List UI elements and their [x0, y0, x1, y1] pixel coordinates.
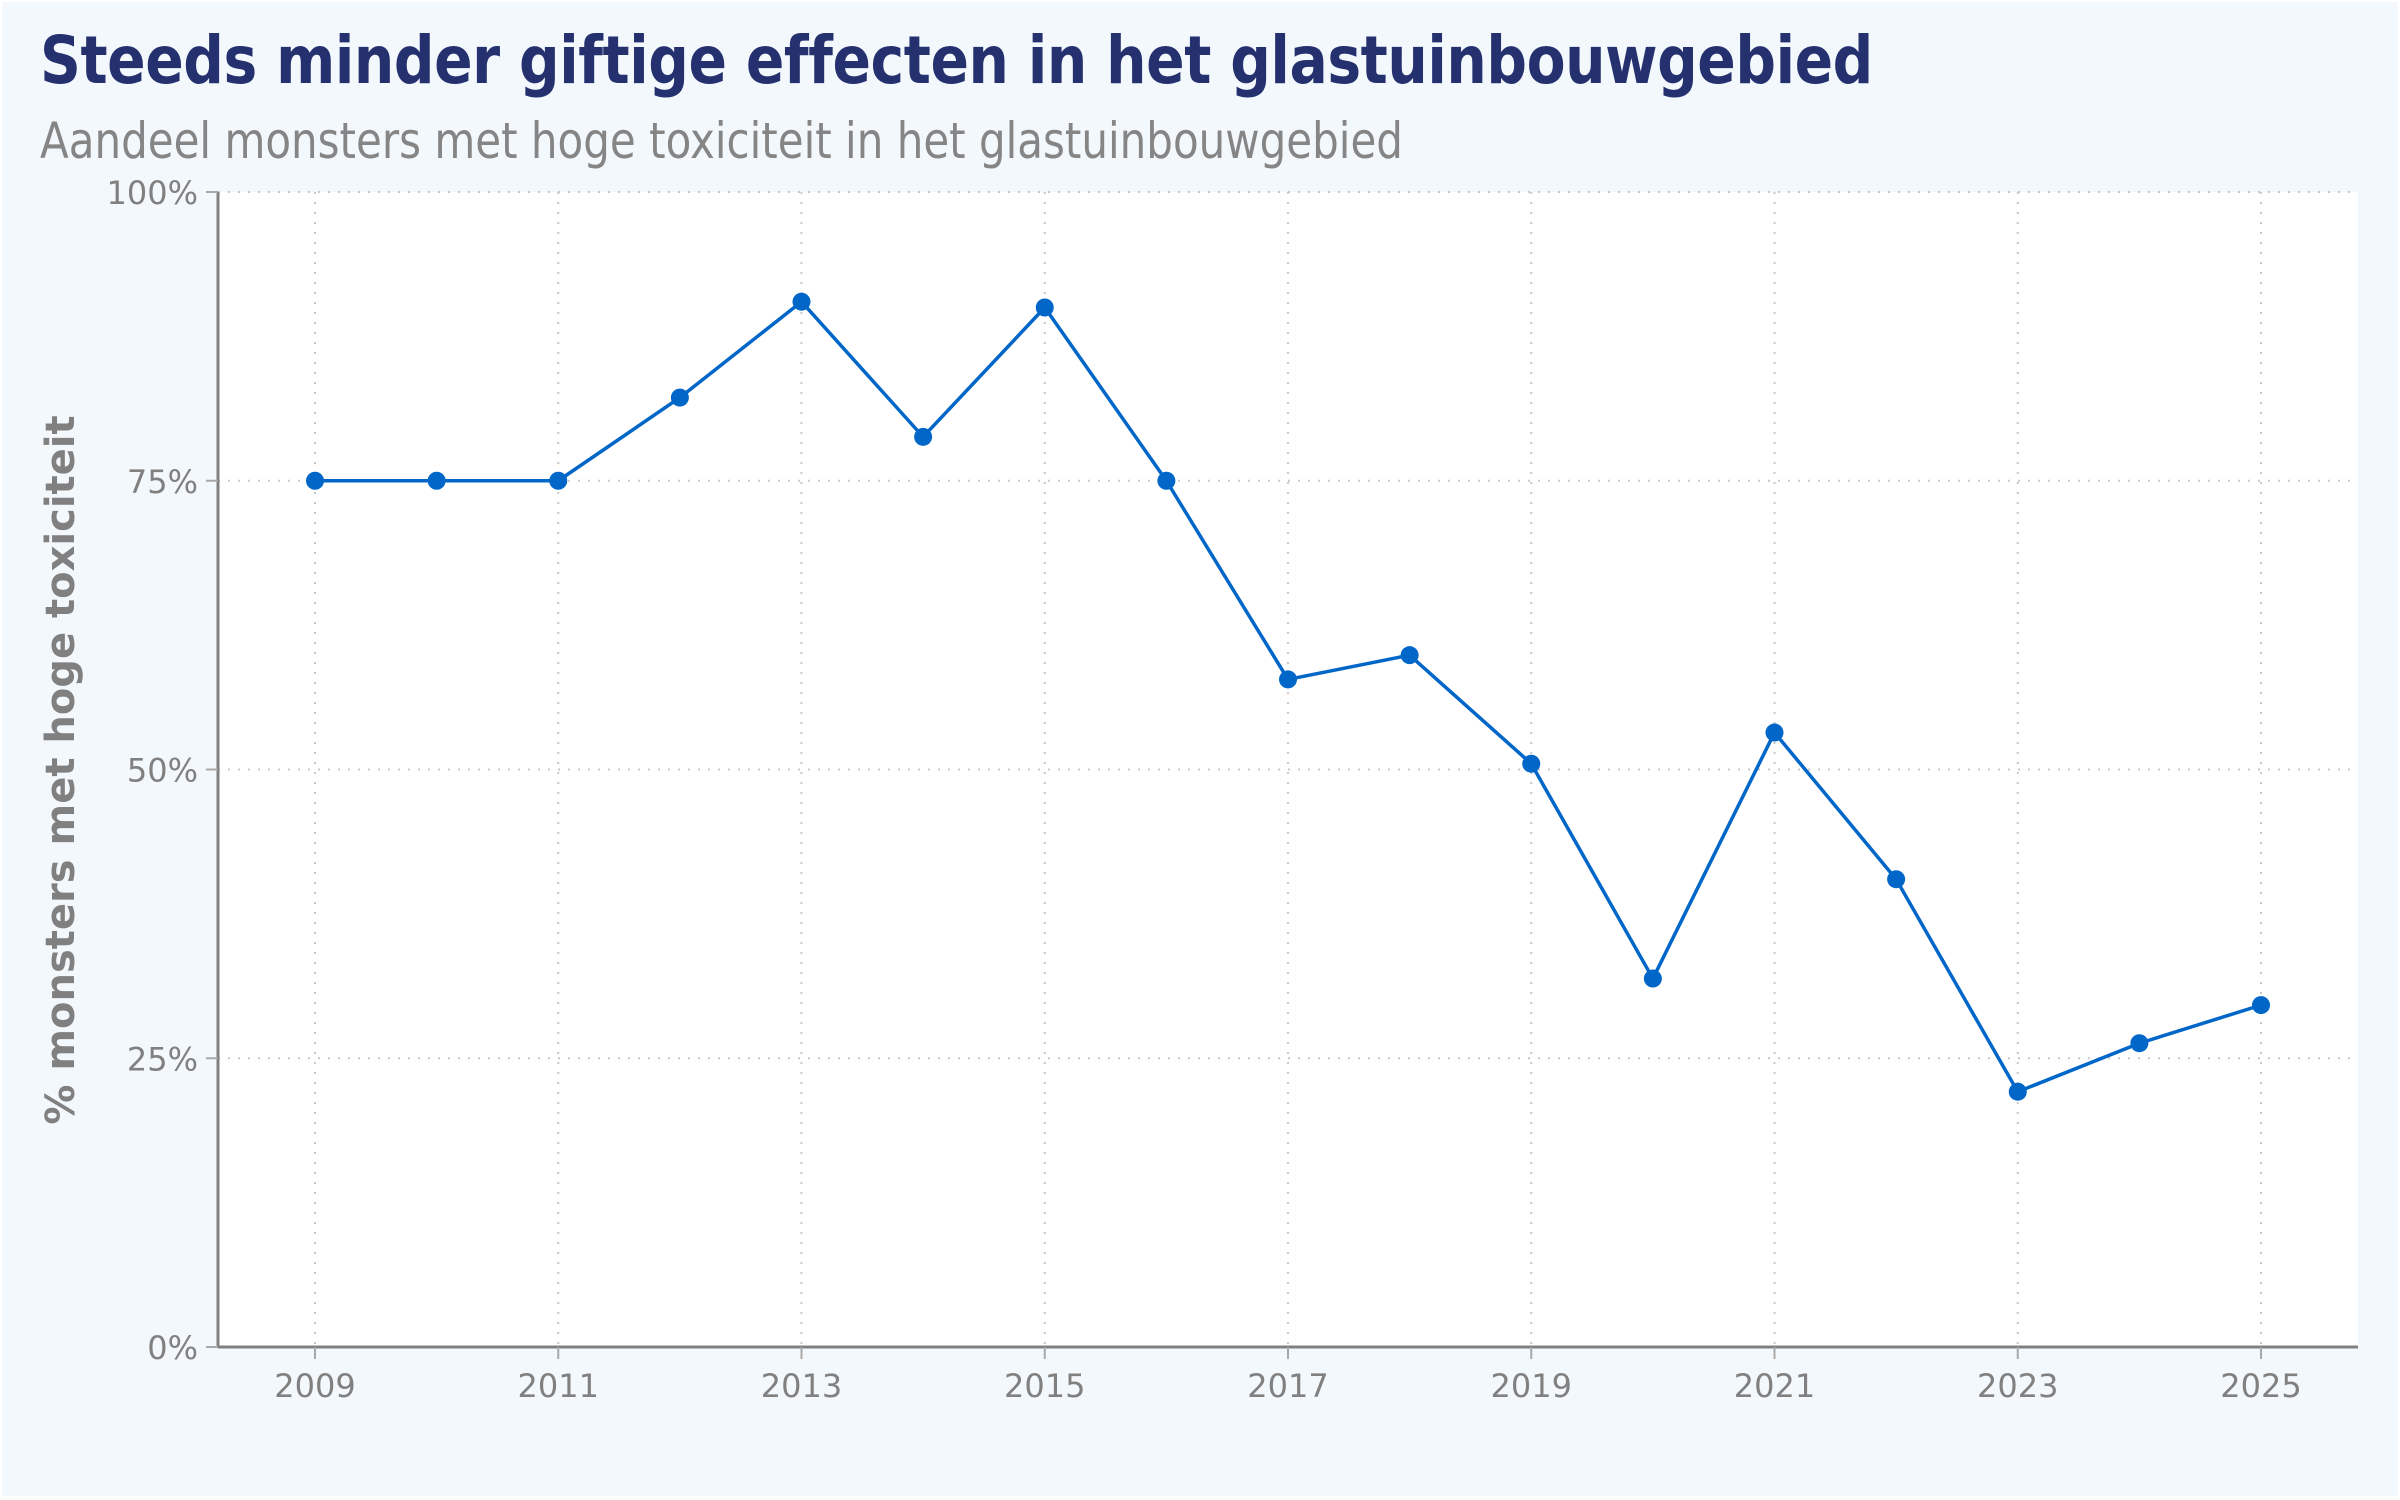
data-point-marker [1765, 723, 1784, 742]
y-tick-label: 25% [127, 1040, 198, 1078]
x-tick-label: 2015 [1004, 1367, 1085, 1405]
y-axis-ticks: 0% 25% 50% 75% 100% [107, 174, 218, 1367]
y-tick-label: 75% [127, 463, 198, 501]
y-axis-label: % monsters met hoge toxiciteit [38, 415, 84, 1124]
data-point-marker [1643, 969, 1662, 988]
data-point-marker [1887, 870, 1906, 889]
data-series [306, 292, 2270, 1101]
data-point-marker [1157, 471, 1176, 490]
y-tick-label: 0% [147, 1329, 198, 1367]
x-axis-ticks: 2009 2011 2013 2015 2017 2019 2021 2023 2025 [274, 1347, 2302, 1405]
chart-subtitle: Aandeel monsters met hoge toxiciteit in … [40, 112, 1403, 170]
x-tick-label: 2013 [761, 1367, 842, 1405]
x-tick-label: 2019 [1491, 1367, 1572, 1405]
data-point-marker [1522, 754, 1541, 773]
x-tick-label: 2009 [274, 1367, 355, 1405]
data-point-marker [792, 292, 811, 311]
data-point-marker [1035, 298, 1054, 317]
data-point-marker [2252, 996, 2270, 1015]
data-point-marker [1400, 646, 1419, 665]
data-point-marker [306, 471, 324, 490]
data-point-marker [2130, 1034, 2149, 1053]
y-tick-label: 50% [127, 752, 198, 790]
x-tick-label: 2025 [2220, 1367, 2301, 1405]
x-tick-label: 2021 [1734, 1367, 1815, 1405]
data-point-marker [670, 388, 689, 407]
y-tick-label: 100% [107, 174, 198, 212]
x-tick-label: 2023 [1977, 1367, 2058, 1405]
data-point-marker [427, 471, 446, 490]
data-point-marker [2008, 1082, 2027, 1101]
data-point-marker [1279, 670, 1297, 689]
x-tick-label: 2011 [518, 1367, 599, 1405]
data-point-marker [549, 471, 568, 490]
chart-title: Steeds minder giftige effecten in het gl… [40, 22, 1873, 99]
gridlines [218, 191, 2358, 1347]
data-point-marker [914, 427, 933, 446]
x-tick-label: 2017 [1247, 1367, 1328, 1405]
